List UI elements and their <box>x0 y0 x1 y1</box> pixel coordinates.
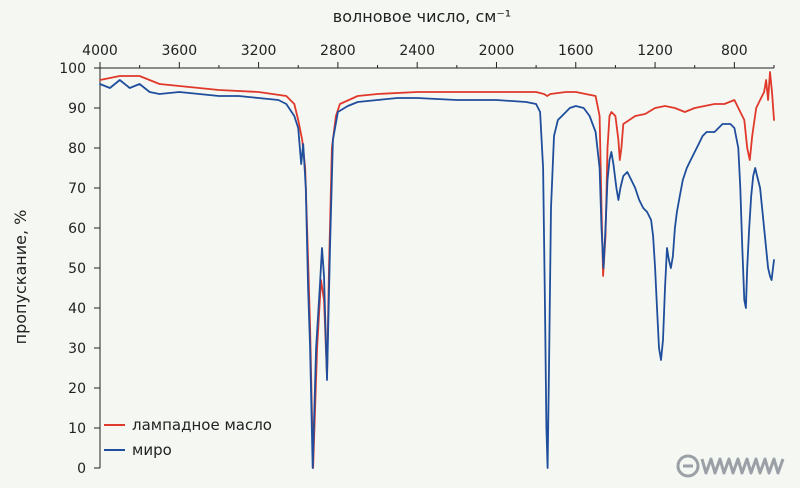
y-tick-label: 30 <box>68 341 86 357</box>
series-line-lamp-oil <box>99 71 775 469</box>
y-tick-label: 20 <box>68 381 86 397</box>
legend: лампадное масло миро <box>104 416 272 459</box>
publisher-logo <box>676 454 785 478</box>
y-tick-label: 80 <box>68 141 86 157</box>
x-tick-label: 800 <box>721 43 748 59</box>
x-tick-label: 1200 <box>637 43 673 59</box>
x-tick-label: 4000 <box>82 43 118 59</box>
y-tick-label: 40 <box>68 301 86 317</box>
logo-mark-icon <box>676 454 700 478</box>
x-tick-label: 2400 <box>399 43 435 59</box>
x-tick-label: 1600 <box>558 43 594 59</box>
x-axis-title: волновое число, см⁻¹ <box>333 7 511 26</box>
x-tick-label: 2800 <box>320 43 356 59</box>
legend-label: лампадное масло <box>132 416 272 434</box>
y-tick-label: 100 <box>59 61 86 77</box>
y-ticks: 0 10 20 30 40 50 60 70 80 90 100 <box>59 61 100 477</box>
x-tick-label: 2000 <box>479 43 515 59</box>
x-tick-label: 3600 <box>161 43 197 59</box>
y-tick-label: 70 <box>68 181 86 197</box>
series-group <box>99 71 775 469</box>
y-axis-title: пропускание, % <box>11 210 30 345</box>
series-line-myrrh <box>99 79 775 469</box>
y-axis: пропускание, % 0 10 20 30 40 50 60 70 80 90 100 <box>11 61 101 477</box>
x-axis: волновое число, см⁻¹ 4000 3600 3200 2800 240… <box>82 7 775 69</box>
x-ticks: 4000 3600 3200 2800 2400 2000 1600 1200 800 <box>82 43 775 68</box>
y-tick-label: 60 <box>68 221 86 237</box>
legend-label: миро <box>132 441 172 459</box>
y-tick-label: 10 <box>68 421 86 437</box>
x-tick-label: 3200 <box>241 43 277 59</box>
y-tick-label: 90 <box>68 101 86 117</box>
y-tick-label: 0 <box>77 461 86 477</box>
y-tick-label: 50 <box>68 261 86 277</box>
logo-wordmark-icon <box>700 457 785 475</box>
